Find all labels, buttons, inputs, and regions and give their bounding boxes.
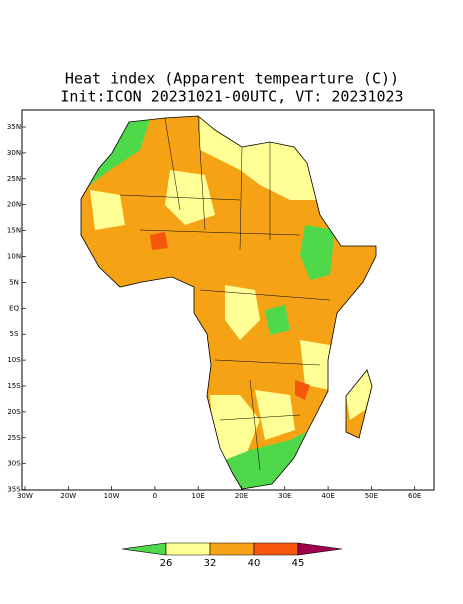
axis-labels: 35N 30N 25N 20N 15N 10N 5N EQ 5S 10S 15S 20S 25S 30S 3… xyxy=(7,123,421,500)
lat-label: EQ xyxy=(9,304,19,312)
lat-label: 15N xyxy=(7,227,21,235)
colorbar: 26 32 40 45 xyxy=(121,542,343,569)
lon-label: 40E xyxy=(321,492,334,500)
lat-label: 35S xyxy=(7,486,21,494)
lon-label: 10W xyxy=(104,492,120,500)
lon-label: 60E xyxy=(408,492,421,500)
lat-label: 20S xyxy=(7,408,21,416)
colorbar-segment xyxy=(253,542,299,556)
colorbar-label: 26 xyxy=(160,558,173,569)
lon-label: 30E xyxy=(278,492,291,500)
title: Heat index (Apparent tempearture (C)) xyxy=(65,70,399,88)
lat-label: 10N xyxy=(7,253,21,261)
lat-label: 25S xyxy=(7,434,21,442)
lon-label: 0 xyxy=(153,492,157,500)
lon-label: 50E xyxy=(365,492,378,500)
lat-label: 15S xyxy=(7,382,21,390)
lat-label: 30N xyxy=(7,149,21,157)
colorbar-segment xyxy=(209,542,255,556)
coastline xyxy=(80,115,377,490)
colorbar-segment xyxy=(121,542,167,556)
lon-label: 10E xyxy=(192,492,205,500)
colorbar-label: 45 xyxy=(292,558,305,569)
lon-label: 20W xyxy=(60,492,76,500)
borders xyxy=(119,115,331,471)
lon-label: 30W xyxy=(17,492,33,500)
lat-label: 10S xyxy=(7,356,21,364)
lon-label: 20E xyxy=(235,492,248,500)
colorbar-label: 32 xyxy=(204,558,217,569)
colorbar-label: 40 xyxy=(248,558,261,569)
lat-label: 20N xyxy=(7,201,21,209)
lat-label: 5S xyxy=(10,330,19,338)
lat-label: 5N xyxy=(9,278,19,286)
lat-label: 30S xyxy=(7,460,21,468)
subtitle: Init:ICON 20231021-00UTC, VT: 20231023 xyxy=(60,88,403,106)
lat-label: 35N xyxy=(7,123,21,131)
colorbar-segment xyxy=(165,542,211,556)
lat-label: 25N xyxy=(7,175,21,183)
colorbar-segment xyxy=(297,542,343,556)
